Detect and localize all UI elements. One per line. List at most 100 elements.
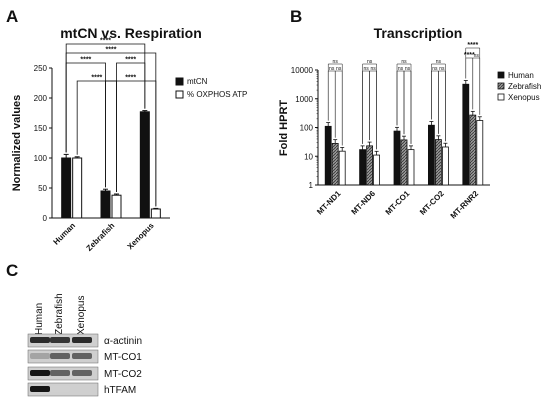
significance-label: ns	[405, 66, 411, 72]
western-blot: Human Zebrafish Xenopus α-actinin MT-CO1 MT-…	[27, 293, 142, 397]
chart-transcription: Transcription Fold HPRT 110100100010000 …	[278, 25, 541, 221]
legend-label-xenopus: Xenopus	[508, 93, 540, 102]
panel-letter-c: C	[6, 261, 18, 280]
significance-label: ns	[370, 66, 376, 72]
legend-label-zebrafish: Zebrafish	[508, 82, 541, 91]
blot-band	[30, 353, 50, 359]
bar-mt-nd6-xenopus	[373, 154, 381, 186]
chart-a-y-label: Normalized values	[11, 95, 23, 192]
lane-label-xenopus: Xenopus	[76, 296, 87, 335]
bar-xenopus-oxphos-atp	[150, 208, 161, 219]
blot-band	[30, 386, 50, 392]
chart-b-y-tick-10: 10	[304, 152, 313, 161]
legend-swatch-zebrafish	[497, 82, 505, 90]
significance-bracket	[76, 80, 117, 192]
bar-mt-rnr2-human	[462, 83, 470, 186]
blot-band	[72, 337, 92, 343]
legend-swatch-human	[497, 71, 505, 79]
significance-label: ns	[432, 66, 438, 72]
bar-human-mtcn	[61, 157, 72, 219]
bar-zebrafish-mtcn	[100, 190, 111, 219]
significance-bracket	[369, 70, 377, 150]
blot-label-htfam: hTFAM	[104, 385, 136, 396]
significance-label: ns	[474, 53, 480, 59]
significance-label: ns	[401, 59, 407, 65]
blot-band	[50, 337, 70, 343]
bar-mt-nd1-human	[324, 125, 332, 186]
bar-human-oxphos-atp	[72, 157, 83, 219]
chart-b-y-tick-1: 1	[309, 181, 314, 190]
chart-b-category-mt-co2: MT-CO2	[418, 189, 446, 217]
chart-b-category-mt-rnr2: MT-RNR2	[449, 189, 481, 221]
legend-swatch-oxphos-atp	[175, 90, 184, 99]
blot-label-mt-co2: MT-CO2	[104, 369, 142, 380]
chart-b-category-mt-nd6: MT-ND6	[350, 189, 378, 217]
chart-b-title: Transcription	[374, 25, 463, 41]
significance-label: ****	[125, 75, 136, 82]
bar-mt-co2-xenopus	[441, 146, 449, 186]
significance-label: ns	[363, 66, 369, 72]
significance-bracket	[431, 63, 446, 142]
bar-mt-co1-zebrafish	[400, 139, 408, 186]
chart-b-y-tick-10000: 10000	[291, 66, 314, 75]
significance-bracket	[362, 70, 370, 144]
chart-b-category-mt-nd1: MT-ND1	[315, 189, 343, 217]
bar-mt-rnr2-xenopus	[476, 120, 484, 186]
chart-a-category-xenopus: Xenopus	[125, 221, 156, 252]
blot-label-mt-co1: MT-CO1	[104, 352, 142, 363]
chart-mtcn-respiration: mtCN vs. Respiration Normalized values 0…	[11, 25, 247, 253]
significance-bracket	[396, 63, 412, 144]
bar-mt-nd1-xenopus	[338, 150, 346, 186]
legend-swatch-mtcn	[175, 77, 184, 86]
significance-bracket	[105, 80, 157, 207]
blot-band	[72, 353, 92, 359]
significance-bracket	[65, 62, 106, 188]
lane-label-human: Human	[34, 303, 45, 335]
bar-zebrafish-oxphos-atp	[111, 194, 122, 219]
legend-swatch-xenopus	[497, 93, 505, 101]
blot-label-actinin: α-actinin	[104, 336, 142, 347]
significance-label: ****	[125, 57, 136, 64]
chart-a-y-tick-250: 250	[34, 64, 48, 73]
chart-a-category-human: Human	[52, 221, 78, 247]
blot-band	[50, 370, 70, 376]
chart-a-title: mtCN vs. Respiration	[60, 25, 202, 41]
chart-b-category-mt-co1: MT-CO1	[384, 189, 412, 217]
significance-label: ****	[467, 42, 478, 49]
chart-b-y-tick-100: 100	[300, 124, 314, 133]
significance-bracket	[438, 70, 446, 142]
chart-a-y-tick-200: 200	[34, 94, 48, 103]
significance-bracket	[327, 63, 343, 146]
chart-a-y-tick-100: 100	[34, 154, 48, 163]
chart-a-y-tick-50: 50	[38, 184, 47, 193]
significance-label: ns	[398, 66, 404, 72]
chart-b-y-tick-1000: 1000	[295, 95, 313, 104]
bar-mt-co2-zebrafish	[434, 139, 442, 186]
bar-mt-nd1-zebrafish	[331, 142, 339, 186]
significance-label: ****	[106, 47, 117, 54]
blot-band	[30, 370, 50, 376]
blot-band	[50, 353, 70, 359]
legend-label-human: Human	[508, 71, 534, 80]
significance-bracket	[431, 70, 439, 134]
chart-a-y-tick-150: 150	[34, 124, 48, 133]
bar-mt-nd6-human	[359, 149, 367, 186]
significance-label: ****	[100, 38, 111, 45]
blot-band	[72, 370, 92, 376]
legend-label-oxphos-atp: % OXPHOS ATP	[187, 90, 247, 99]
significance-label: ns	[367, 59, 373, 65]
bar-mt-co1-xenopus	[407, 149, 415, 186]
significance-bracket	[334, 70, 343, 146]
significance-label: ns	[439, 66, 445, 72]
significance-bracket	[403, 70, 412, 144]
bar-mt-rnr2-zebrafish	[469, 114, 477, 186]
significance-bracket	[472, 57, 481, 115]
bar-xenopus-mtcn	[139, 111, 150, 219]
lane-label-zebrafish: Zebrafish	[54, 293, 65, 335]
significance-label: ns	[336, 66, 342, 72]
bar-mt-nd6-zebrafish	[366, 145, 374, 186]
legend-label-mtcn: mtCN	[187, 77, 208, 86]
blot-band	[50, 386, 70, 392]
chart-a-y-tick-0: 0	[43, 214, 48, 223]
